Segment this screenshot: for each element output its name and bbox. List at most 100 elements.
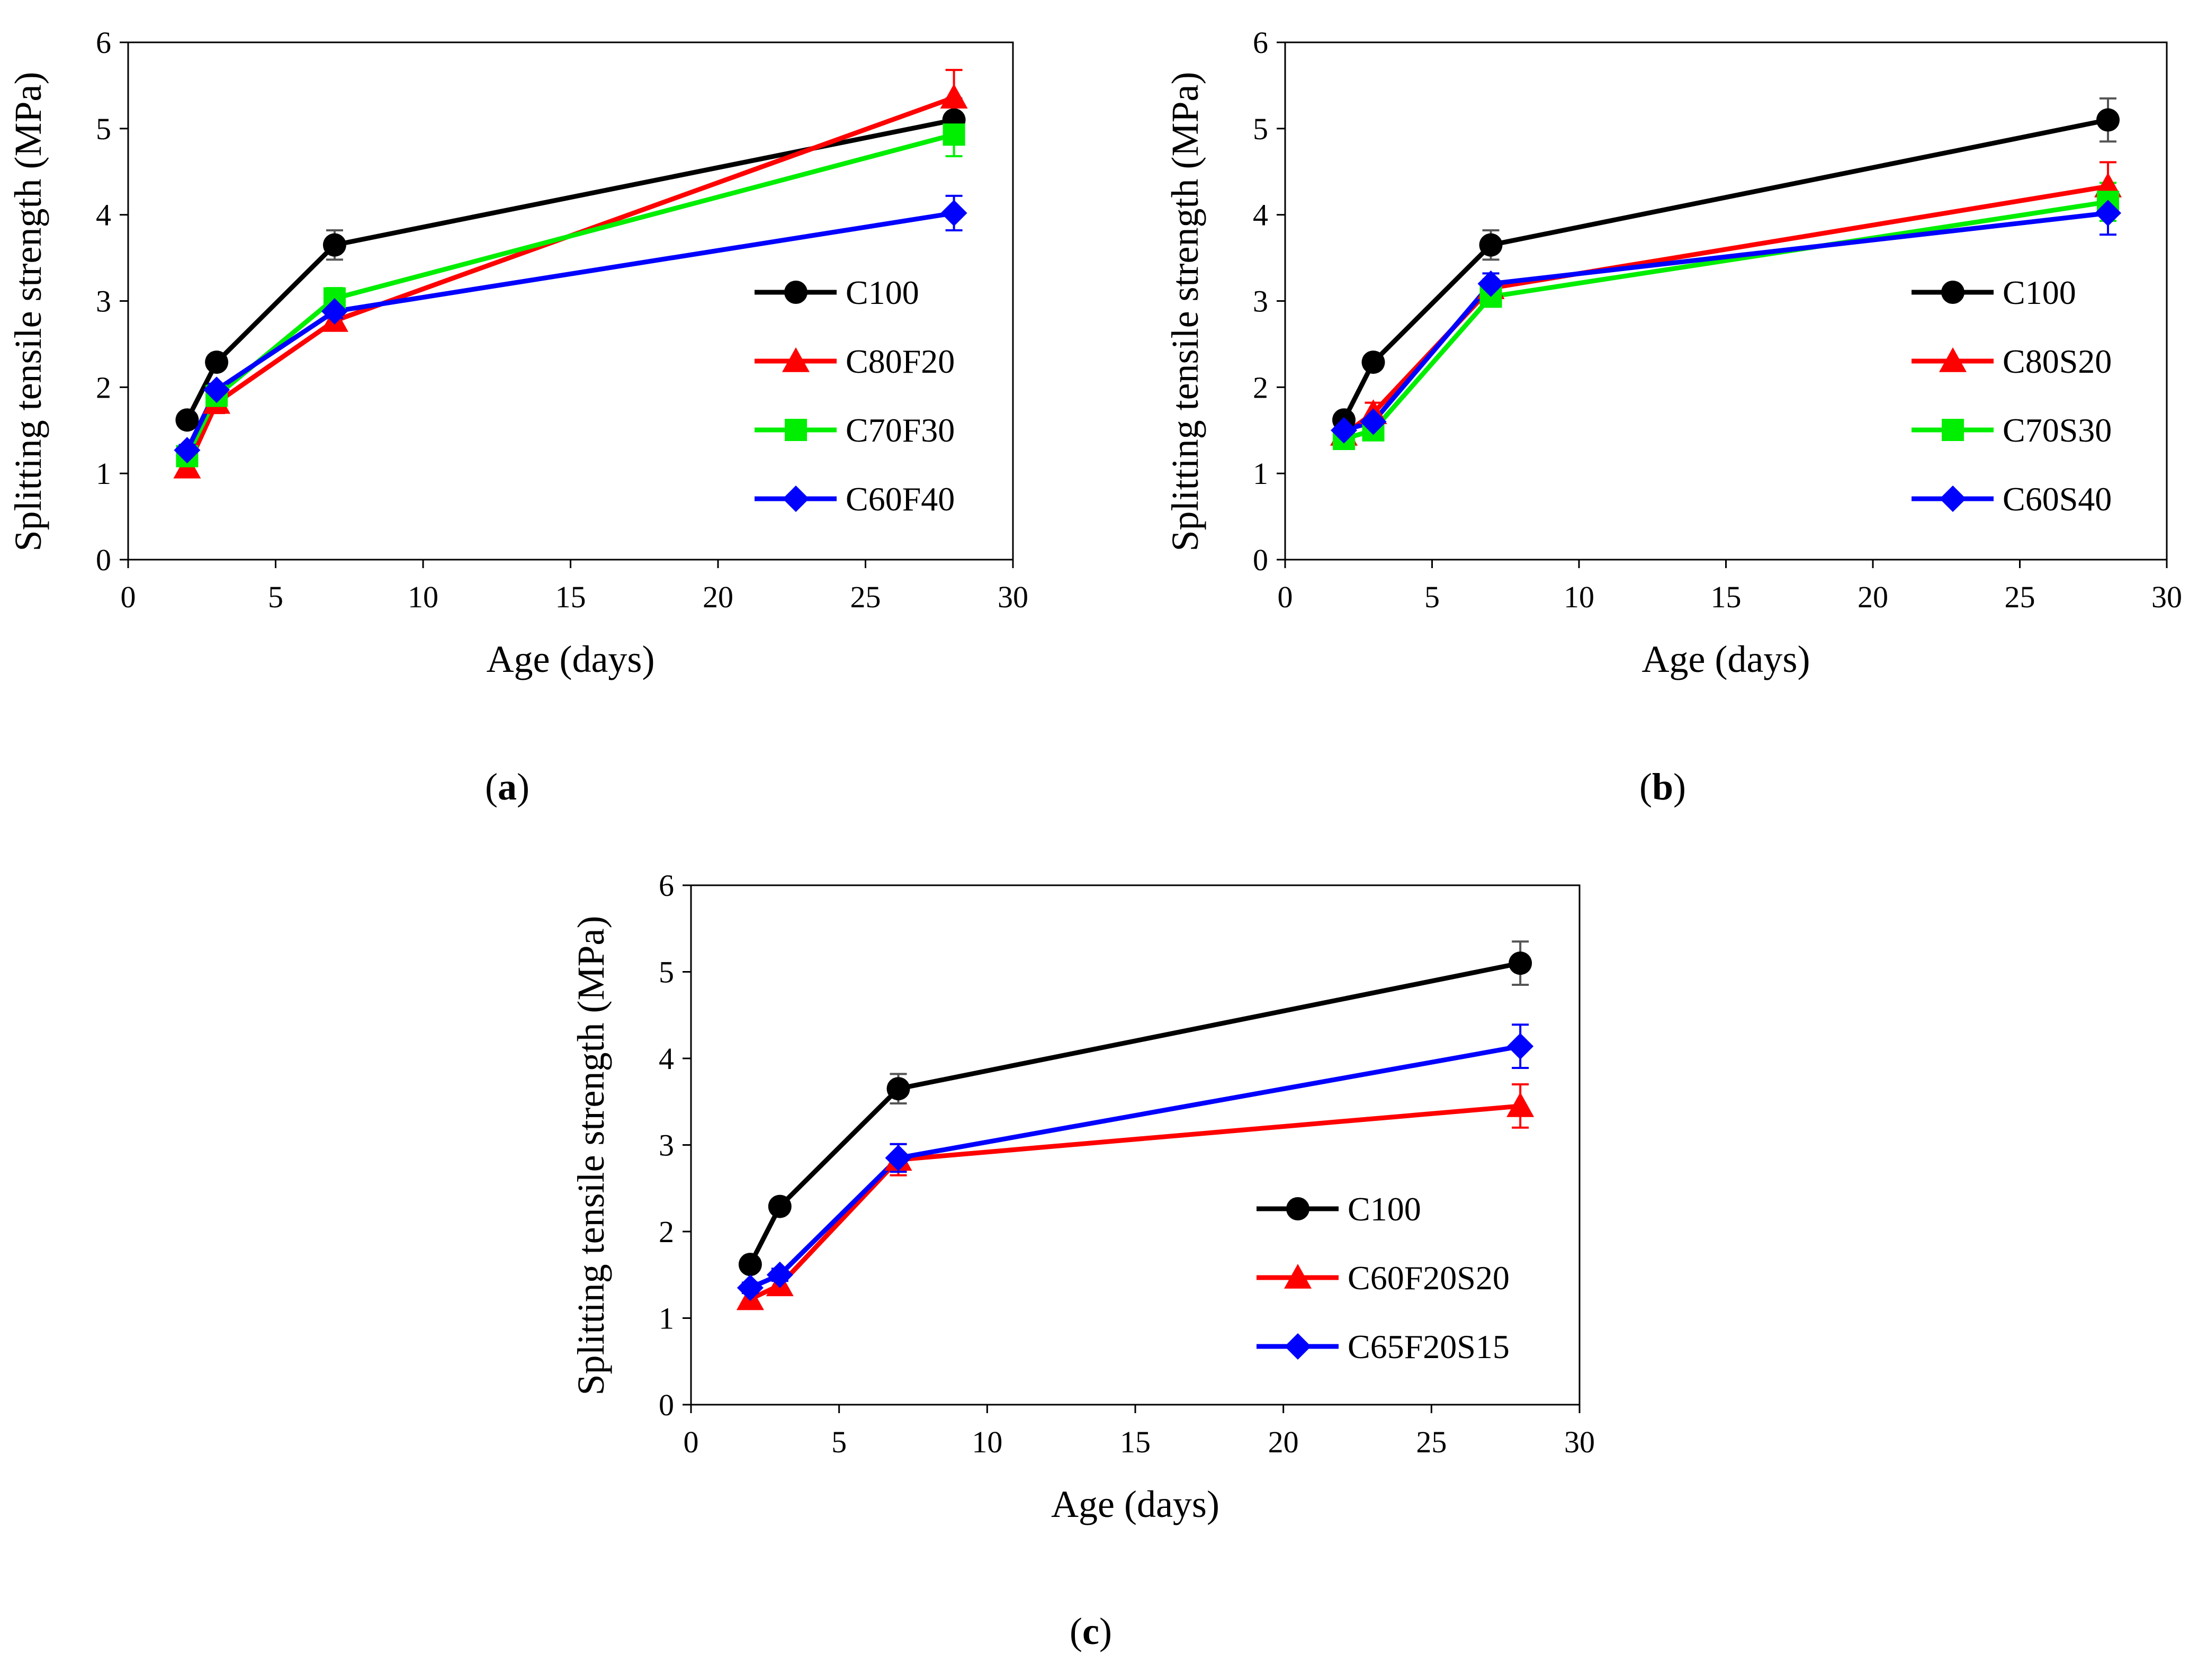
data-point-C100: [886, 1077, 910, 1101]
data-point-C80F20: [940, 84, 968, 109]
y-tick-label: 0: [1253, 543, 1268, 577]
legend-marker-C100: [1286, 1197, 1309, 1220]
data-point-C100: [175, 408, 199, 432]
series-line-C60S40: [1343, 210, 2109, 433]
legend-label-C80F20: C80F20: [846, 343, 955, 380]
legend-label-C100: C100: [2003, 274, 2076, 311]
legend: C100 C80F20 C70F30 C60F40: [755, 274, 955, 518]
plot-frame: [690, 884, 1581, 1406]
data-point-C65F20S15: [737, 1274, 764, 1301]
panel-caption: (b): [1639, 766, 1686, 808]
y-tick-label: 6: [96, 25, 111, 60]
y-tick-label: 4: [1253, 198, 1268, 232]
caption-letter: c: [1082, 1610, 1099, 1652]
series-line-C80F20: [185, 95, 955, 469]
x-tick-label: 10: [972, 1425, 1002, 1459]
data-point-C65F20S15: [766, 1261, 793, 1288]
legend-marker-C80F20: [782, 347, 810, 372]
y-tick-label: 2: [1253, 370, 1268, 405]
caption-paren: ): [1673, 766, 1686, 808]
chart-panel-b: 0 5 10 15 20 25 30 0 1 2 3 4 5 6 Age (days) Splitting t…: [1164, 25, 2182, 808]
legend-marker-C80S20: [1939, 347, 1967, 372]
legend-marker-C100: [784, 281, 808, 304]
legend-label-C100: C100: [846, 274, 919, 311]
legend-label-C60F40: C60F40: [846, 480, 955, 518]
legend-marker-C70S30: [1942, 419, 1964, 441]
y-tick-label: 5: [1253, 112, 1268, 146]
caption-paren: (: [485, 766, 498, 808]
y-tick-label: 3: [96, 284, 111, 319]
legend-marker-C70F30: [785, 419, 807, 441]
data-point-C60S40: [1360, 408, 1387, 435]
legend-label-C65F20S15: C65F20S15: [1348, 1328, 1510, 1365]
legend-marker-C60F20S20: [1284, 1264, 1312, 1289]
data-point-C100: [1509, 951, 1532, 975]
series-line-C65F20S15: [749, 1044, 1521, 1290]
legend: C100 C80S20 C70S30 C60S40: [1912, 274, 2112, 518]
data-point-C65F20S15: [1507, 1033, 1534, 1060]
y-tick-label: 6: [1253, 25, 1268, 60]
caption-paren: ): [1099, 1610, 1112, 1652]
series-line-C100: [185, 118, 955, 421]
x-tick-label: 10: [408, 580, 438, 614]
y-tick-label: 2: [659, 1215, 674, 1249]
legend-label-C60S40: C60S40: [2003, 480, 2112, 518]
series-line-C100: [1341, 118, 2109, 421]
x-tick-label: 25: [850, 580, 881, 614]
y-tick-label: 1: [1253, 456, 1268, 491]
data-point-C60S40: [1477, 270, 1504, 297]
caption-paren: (: [1639, 766, 1652, 808]
y-tick-label: 0: [96, 543, 111, 577]
x-tick-label: 0: [1278, 580, 1293, 614]
x-tick-label: 5: [1424, 580, 1440, 614]
data-point-C100: [205, 351, 229, 374]
legend-marker-C60F40: [783, 486, 809, 512]
series-line-C60F40: [185, 210, 955, 452]
y-axis-label: Splitting tensile strength (MPa): [7, 72, 49, 552]
y-tick-label: 3: [1253, 284, 1268, 319]
data-point-C60F40: [203, 376, 230, 403]
data-point-C60F40: [321, 298, 348, 325]
x-tick-label: 30: [998, 580, 1028, 614]
x-tick-label: 0: [684, 1425, 699, 1459]
x-tick-label: 5: [268, 580, 283, 614]
x-tick-label: 25: [1416, 1425, 1447, 1459]
caption-letter: b: [1652, 766, 1673, 808]
legend-marker-C100: [1941, 281, 1964, 304]
panel-caption: (c): [1070, 1610, 1112, 1652]
y-tick-label: 6: [659, 868, 674, 903]
data-point-C100: [738, 1253, 762, 1277]
x-tick-label: 5: [831, 1425, 847, 1459]
chart-panel-c: 0 5 10 15 20 25 30 0 1 2 3 4 5 6 Age (days) Splitting t…: [570, 868, 1595, 1652]
y-tick-label: 3: [659, 1128, 674, 1163]
legend-marker-C65F20S15: [1285, 1333, 1311, 1360]
data-point-C100: [768, 1194, 792, 1218]
y-tick-label: 1: [659, 1301, 674, 1336]
data-point-C100: [2096, 108, 2120, 132]
panel-caption: (a): [485, 766, 530, 808]
series-line-C100: [748, 960, 1521, 1266]
y-tick-label: 1: [96, 456, 111, 491]
x-tick-label: 20: [703, 580, 733, 614]
x-axis-label: Age (days): [487, 638, 655, 680]
x-axis-label: Age (days): [1051, 1483, 1219, 1525]
x-tick-label: 25: [2005, 580, 2035, 614]
data-point-C100: [1479, 233, 1503, 257]
data-point-C60S40: [1331, 417, 1357, 444]
data-point-C60F20S20: [1506, 1092, 1535, 1117]
legend: C100 C60F20S20 C65F20S15: [1257, 1190, 1510, 1365]
legend-label-C80S20: C80S20: [2003, 343, 2112, 380]
y-tick-label: 5: [659, 955, 674, 990]
x-tick-label: 30: [2151, 580, 2182, 614]
legend-marker-C60S40: [1940, 486, 1966, 512]
y-axis-label: Splitting tensile strength (MPa): [1164, 72, 1206, 552]
caption-paren: (: [1070, 1610, 1082, 1652]
caption-paren: ): [517, 766, 530, 808]
x-tick-label: 15: [555, 580, 586, 614]
x-tick-label: 15: [1711, 580, 1742, 614]
data-point-C60F40: [940, 200, 967, 227]
legend-label-C70F30: C70F30: [846, 411, 955, 449]
data-point-C60S40: [2095, 200, 2121, 227]
x-tick-label: 30: [1564, 1425, 1595, 1459]
